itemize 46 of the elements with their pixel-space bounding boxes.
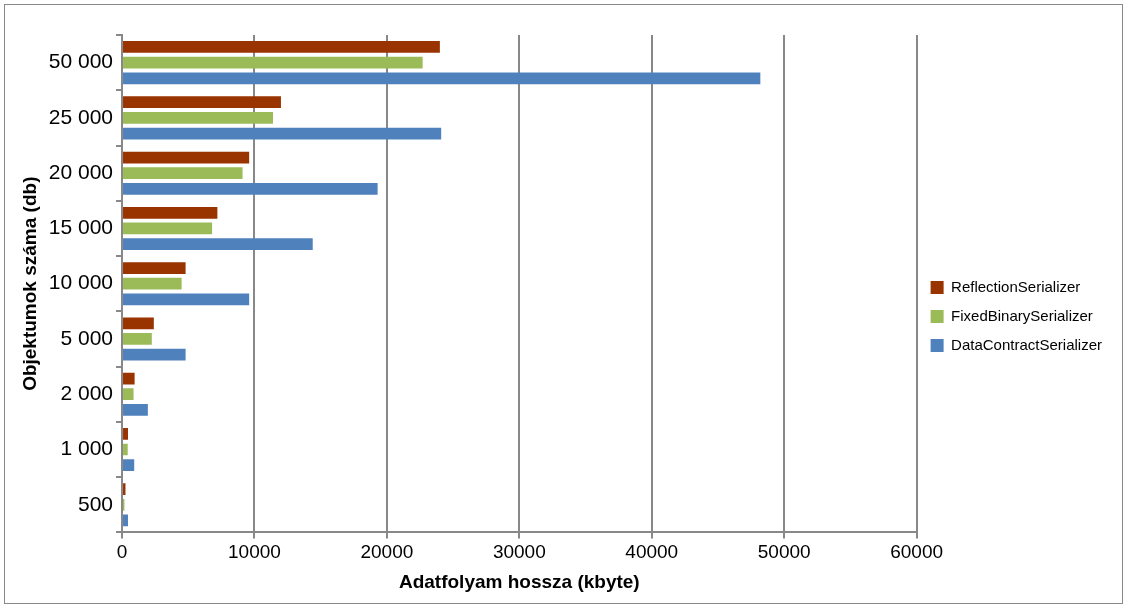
legend-label: FixedBinarySerializer (951, 306, 1093, 324)
x-tick-label: 50000 (757, 541, 811, 563)
bar (123, 348, 186, 361)
bar (123, 293, 250, 306)
bar (123, 56, 423, 69)
y-tick-label: 2 000 (60, 381, 114, 405)
bar (123, 182, 378, 195)
bar (123, 459, 135, 472)
bar (123, 222, 213, 235)
bar (123, 372, 135, 385)
bar (123, 238, 313, 250)
bar (123, 112, 273, 124)
legend-label: ReflectionSerializer (951, 277, 1081, 295)
y-tick-label: 20 000 (48, 159, 114, 183)
bar (123, 96, 281, 109)
x-tick-label: 20000 (360, 541, 414, 563)
x-tick-label: 30000 (492, 541, 546, 563)
bar (123, 514, 128, 527)
y-tick-label: 1 000 (60, 436, 114, 460)
bar (123, 41, 440, 53)
bar (123, 427, 128, 440)
bar (123, 206, 218, 219)
bar (123, 72, 761, 85)
y-tick-label: 50 000 (48, 49, 114, 73)
y-tick-label: 5 000 (60, 325, 114, 349)
x-tick-label: 0 (116, 541, 128, 563)
bar (123, 333, 152, 345)
bar (123, 277, 182, 290)
x-tick-label: 10000 (228, 541, 281, 563)
bar (123, 151, 250, 164)
bar (123, 127, 442, 140)
x-tick-label: 40000 (625, 541, 679, 563)
bar (123, 167, 243, 180)
x-axis-title: Adatfolyam hossza (kbyte) (398, 570, 640, 592)
bar (123, 317, 154, 330)
y-tick-label: 500 (77, 491, 114, 515)
y-tick-label: 15 000 (48, 215, 114, 239)
x-tick-label: 60000 (890, 541, 944, 563)
y-tick-label: 10 000 (48, 270, 114, 294)
bar (123, 388, 134, 401)
bar (123, 262, 186, 274)
legend-label: DataContractSerializer (951, 335, 1103, 353)
bar (123, 443, 128, 456)
y-axis-title: Objektumok száma (db) (18, 176, 40, 391)
y-tick-label: 25 000 (48, 104, 114, 128)
bar (123, 404, 148, 416)
